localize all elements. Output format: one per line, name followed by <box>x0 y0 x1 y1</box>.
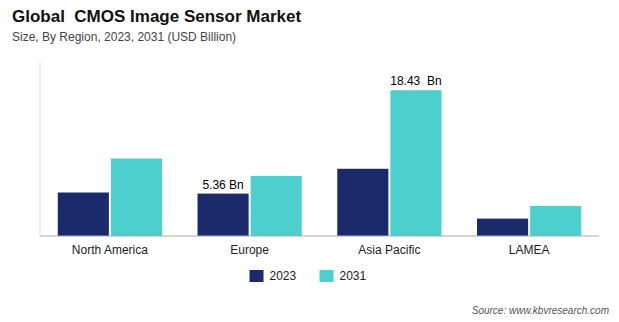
x-axis-line <box>40 236 599 237</box>
bar <box>111 158 162 236</box>
x-tick-label: Europe <box>230 243 269 257</box>
x-tick-label: North America <box>72 243 148 257</box>
data-label: 18.43 Bn <box>390 74 441 88</box>
bar <box>337 169 388 236</box>
bar <box>251 176 302 236</box>
data-labels: 5.36 Bn 18.43 Bn <box>202 74 441 191</box>
legend-label: 2023 <box>270 269 297 283</box>
bar <box>198 194 249 236</box>
data-label: 5.36 Bn <box>202 178 243 192</box>
source: Source: www.kbvresearch.com <box>472 305 609 316</box>
legend-swatch <box>250 270 264 282</box>
title: Global CMOS Image Sensor Market <box>12 7 301 26</box>
x-tick-label: LAMEA <box>509 243 550 257</box>
bar <box>58 193 109 237</box>
bars <box>58 90 581 236</box>
chart: Global CMOS Image Sensor Market Size, By … <box>0 0 619 322</box>
legend: 2023 2031 <box>250 269 367 283</box>
bar <box>390 90 441 236</box>
x-tick-label: Asia Pacific <box>358 243 420 257</box>
bar <box>530 206 581 236</box>
subtitle: Size, By Region, 2023, 2031 (USD Billion… <box>12 30 236 44</box>
y-axis-line <box>40 62 41 236</box>
legend-label: 2031 <box>340 269 367 283</box>
legend-swatch <box>320 270 334 282</box>
chart-container: Global CMOS Image Sensor Market Size, By … <box>0 0 619 322</box>
bar <box>477 219 528 236</box>
